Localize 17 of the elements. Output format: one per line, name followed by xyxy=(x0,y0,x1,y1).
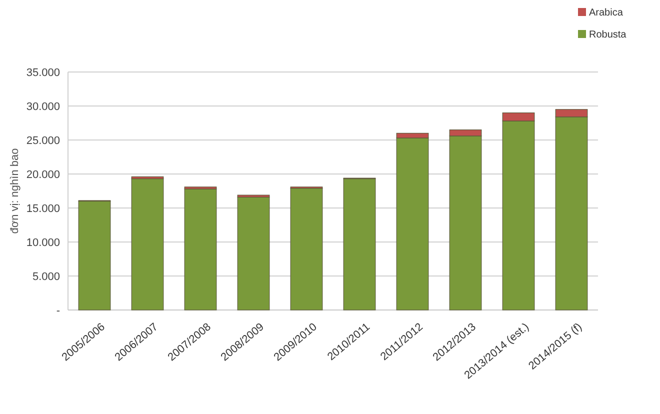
legend-label: Arabica xyxy=(589,8,624,18)
bar xyxy=(237,196,270,310)
legend-label: Robusta xyxy=(589,30,627,40)
bar xyxy=(131,178,164,310)
y-tick-label: 30.000 xyxy=(26,100,60,113)
bar xyxy=(343,178,376,310)
bar xyxy=(78,200,111,310)
y-tick-label: 20.000 xyxy=(26,168,60,181)
y-tick-label: 10.000 xyxy=(26,236,60,249)
y-tick-label: 5.000 xyxy=(32,270,60,283)
bar xyxy=(290,188,323,310)
y-tick-label: 15.000 xyxy=(26,202,60,215)
y-tick-label: - xyxy=(56,304,60,317)
y-tick-label: 25.000 xyxy=(26,134,60,147)
y-axis-title: đơn vị: nghìn bao xyxy=(9,148,21,234)
y-tick-label: 35.000 xyxy=(26,66,60,79)
bar xyxy=(184,188,217,310)
